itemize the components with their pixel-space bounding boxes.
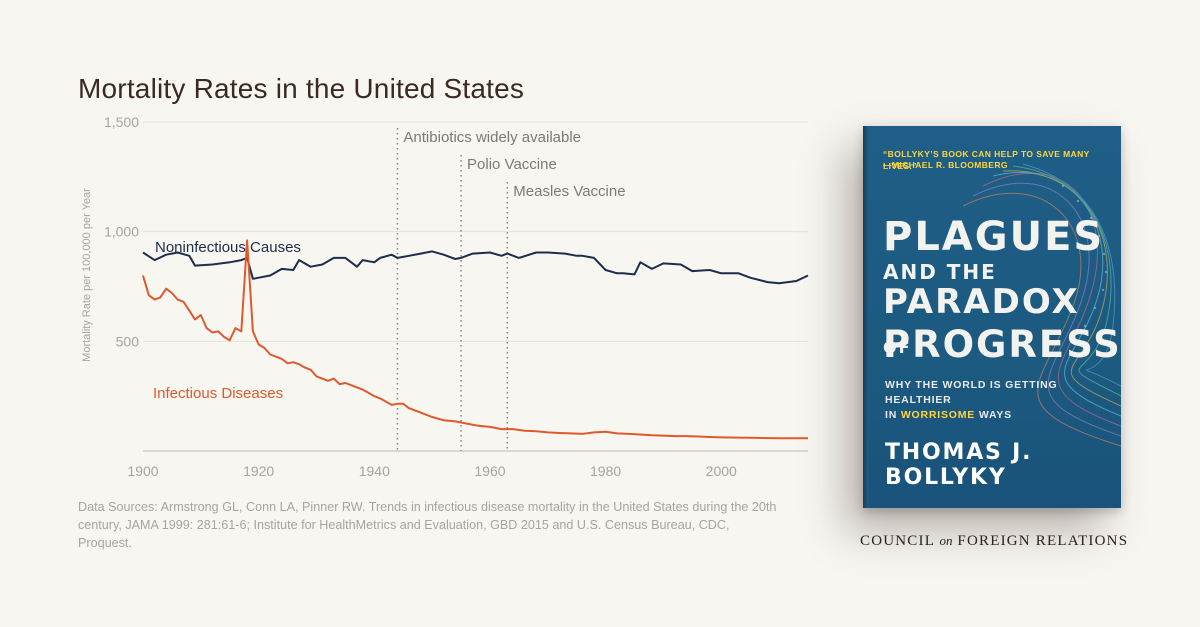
x-tick-label: 1980	[590, 463, 621, 479]
chart-title: Mortality Rates in the United States	[78, 73, 525, 104]
series-line-noninfectious-causes	[142, 250, 809, 285]
x-tick-label: 1940	[359, 463, 390, 479]
book-quote-attribution: —MICHAEL R. BLOOMBERG	[883, 160, 1008, 170]
book-subtitle-highlight: WORRISOME	[900, 409, 976, 421]
book-subtitle-line2: IN WORRISOME WAYS	[885, 408, 1121, 423]
book-title-line4: PROGRESS	[883, 323, 1121, 366]
y-tick-label: 1,500	[104, 114, 139, 130]
book-subtitle-line1: WHY THE WORLD IS GETTING HEALTHIER	[885, 379, 1058, 406]
x-tick-label: 1960	[474, 463, 505, 479]
book-subtitle: WHY THE WORLD IS GETTING HEALTHIER IN WO…	[885, 378, 1121, 423]
book-title-paradox: PARADOX	[883, 282, 1080, 322]
book-quote: “BOLLYKY’S BOOK CAN HELP TO SAVE MANY LI…	[883, 149, 1090, 171]
book-title-of: OF	[883, 338, 912, 357]
book-subtitle-in: IN	[885, 409, 898, 421]
y-tick-label: 500	[116, 333, 140, 349]
mortality-chart: 500 1,000 1,500 1900 1920 1940 1960 1980 2000 Mor…	[81, 114, 809, 479]
series-label: Noninfectious Causes	[155, 239, 301, 256]
source-note: Data Sources: Armstrong GL, Conn LA, Pin…	[78, 500, 777, 550]
book-cover: “BOLLYKY’S BOOK CAN HELP TO SAVE MANY LI…	[863, 126, 1121, 508]
y-tick-label: 1,000	[104, 224, 139, 240]
series-line-infectious-diseases	[142, 239, 808, 440]
book-title-line1: PLAGUES	[883, 214, 1105, 260]
x-tick-label: 1920	[243, 463, 274, 479]
annotation-label: Measles Vaccine	[513, 183, 625, 200]
book-title-line2: AND THE	[883, 260, 997, 284]
book-subtitle-ways: WAYS	[978, 409, 1012, 421]
publisher-council: COUNCIL	[860, 533, 935, 549]
publisher-on: on	[939, 533, 953, 548]
x-tick-label: 1900	[127, 463, 158, 479]
publisher-foreign-relations: FOREIGN RELATIONS	[957, 533, 1129, 549]
book-spine	[863, 126, 869, 508]
annotation-label: Antibiotics widely available	[403, 129, 581, 146]
annotation-label: Polio Vaccine	[467, 156, 557, 173]
swirl-artwork	[962, 163, 1121, 447]
y-axis-label: Mortality Rate per 100,000 per Year	[81, 188, 93, 362]
book-title-line3: PARADOX OF	[883, 282, 1121, 362]
x-tick-label: 2000	[706, 463, 737, 479]
series-label: Infectious Diseases	[153, 385, 283, 402]
publisher-logo: COUNCIL on FOREIGN RELATIONS	[860, 533, 1128, 550]
book-author: THOMAS J. BOLLYKY	[885, 440, 1033, 490]
